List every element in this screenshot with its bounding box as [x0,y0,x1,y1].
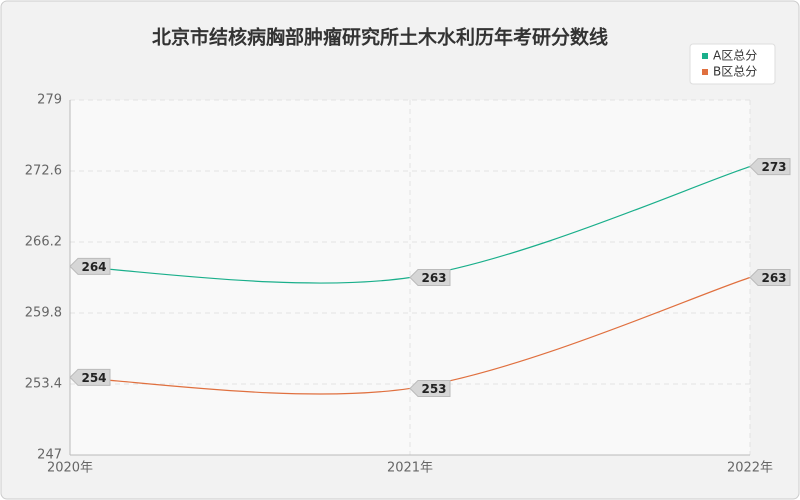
value-label-tag [749,269,791,286]
x-tick-label: 2020年 [47,461,93,476]
value-label-tag [409,379,451,397]
legend-box [689,43,776,85]
y-tick-label: 259.8 [25,306,62,321]
x-tick-label: 2021年 [387,461,433,476]
legend-label: B区总分 [713,65,757,79]
value-label-tag [69,257,111,275]
legend-swatch [702,69,708,75]
value-label: 254 [81,371,106,385]
legend-label: A区总分 [713,49,757,63]
value-label: 263 [761,271,786,285]
value-label: 253 [421,382,446,396]
value-label: 273 [761,160,786,174]
value-label-tag [749,158,791,176]
y-tick-label: 279 [37,93,62,108]
value-label: 264 [81,260,106,274]
x-tick-label: 2022年 [727,461,773,476]
chart-title: 北京市结核病胸部肿瘤研究所土木水利历年考研分数线 [152,26,608,49]
value-label-tag [409,269,451,286]
legend-swatch [702,53,708,59]
y-tick-label: 272.6 [25,164,62,179]
y-tick-label: 253.4 [25,377,62,392]
y-tick-label: 247 [37,448,62,463]
y-tick-label: 266.2 [25,235,62,250]
value-label: 263 [421,271,446,285]
value-label-tag [69,368,111,386]
